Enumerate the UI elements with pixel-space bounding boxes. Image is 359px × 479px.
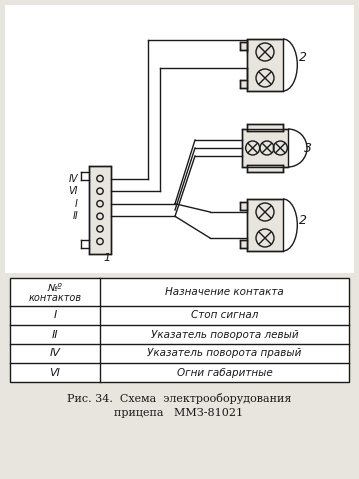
- Text: IV: IV: [69, 173, 78, 183]
- Bar: [242, 129, 288, 167]
- Text: VI: VI: [69, 186, 78, 196]
- Text: 2: 2: [299, 50, 307, 64]
- Text: Указатель поворота левый: Указатель поворота левый: [151, 330, 298, 340]
- Text: Назначение контакта: Назначение контакта: [165, 287, 284, 297]
- Bar: [247, 199, 283, 251]
- Bar: [10, 278, 349, 382]
- Text: IV: IV: [50, 349, 60, 358]
- Bar: [247, 165, 283, 172]
- Bar: [89, 166, 111, 254]
- Text: прицепа   ММЗ-81021: прицепа ММЗ-81021: [115, 408, 243, 418]
- Text: №º: №º: [48, 283, 62, 293]
- Bar: [240, 202, 247, 210]
- Text: 1: 1: [103, 253, 110, 263]
- Bar: [240, 80, 247, 88]
- Text: Рис. 34.  Схема  электрооборудования: Рис. 34. Схема электрооборудования: [67, 392, 291, 403]
- Text: Стоп сигнал: Стоп сигнал: [191, 310, 258, 320]
- Text: II: II: [52, 330, 58, 340]
- Text: I: I: [53, 310, 57, 320]
- Bar: [240, 42, 247, 50]
- Bar: [5, 5, 354, 273]
- Text: Указатель поворота правый: Указатель поворота правый: [147, 349, 302, 358]
- Text: Огни габаритные: Огни габаритные: [177, 367, 272, 377]
- Text: I: I: [75, 199, 78, 209]
- Bar: [240, 240, 247, 248]
- Text: 2: 2: [299, 214, 307, 227]
- Text: контактов: контактов: [28, 293, 81, 303]
- Text: 3: 3: [304, 141, 312, 155]
- Text: II: II: [72, 211, 78, 221]
- Bar: [247, 39, 283, 91]
- Bar: [247, 124, 283, 131]
- Text: VI: VI: [50, 367, 60, 377]
